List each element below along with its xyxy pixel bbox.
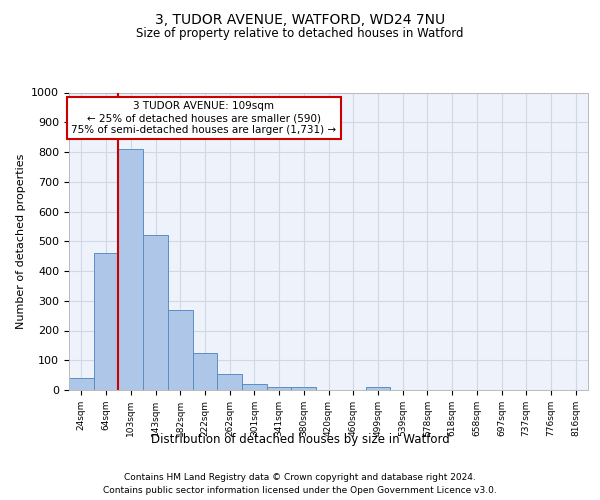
Bar xyxy=(242,384,267,390)
Bar xyxy=(118,149,143,390)
Bar xyxy=(365,387,390,390)
Bar xyxy=(267,387,292,390)
Text: Distribution of detached houses by size in Watford: Distribution of detached houses by size … xyxy=(151,432,449,446)
Bar xyxy=(193,353,217,390)
Bar xyxy=(143,236,168,390)
Text: 3 TUDOR AVENUE: 109sqm
← 25% of detached houses are smaller (590)
75% of semi-de: 3 TUDOR AVENUE: 109sqm ← 25% of detached… xyxy=(71,102,337,134)
Text: Size of property relative to detached houses in Watford: Size of property relative to detached ho… xyxy=(136,28,464,40)
Bar xyxy=(292,387,316,390)
Text: Contains public sector information licensed under the Open Government Licence v3: Contains public sector information licen… xyxy=(103,486,497,495)
Bar xyxy=(94,253,118,390)
Y-axis label: Number of detached properties: Number of detached properties xyxy=(16,154,26,329)
Text: 3, TUDOR AVENUE, WATFORD, WD24 7NU: 3, TUDOR AVENUE, WATFORD, WD24 7NU xyxy=(155,12,445,26)
Bar xyxy=(69,378,94,390)
Bar xyxy=(217,374,242,390)
Text: Contains HM Land Registry data © Crown copyright and database right 2024.: Contains HM Land Registry data © Crown c… xyxy=(124,472,476,482)
Bar xyxy=(168,310,193,390)
